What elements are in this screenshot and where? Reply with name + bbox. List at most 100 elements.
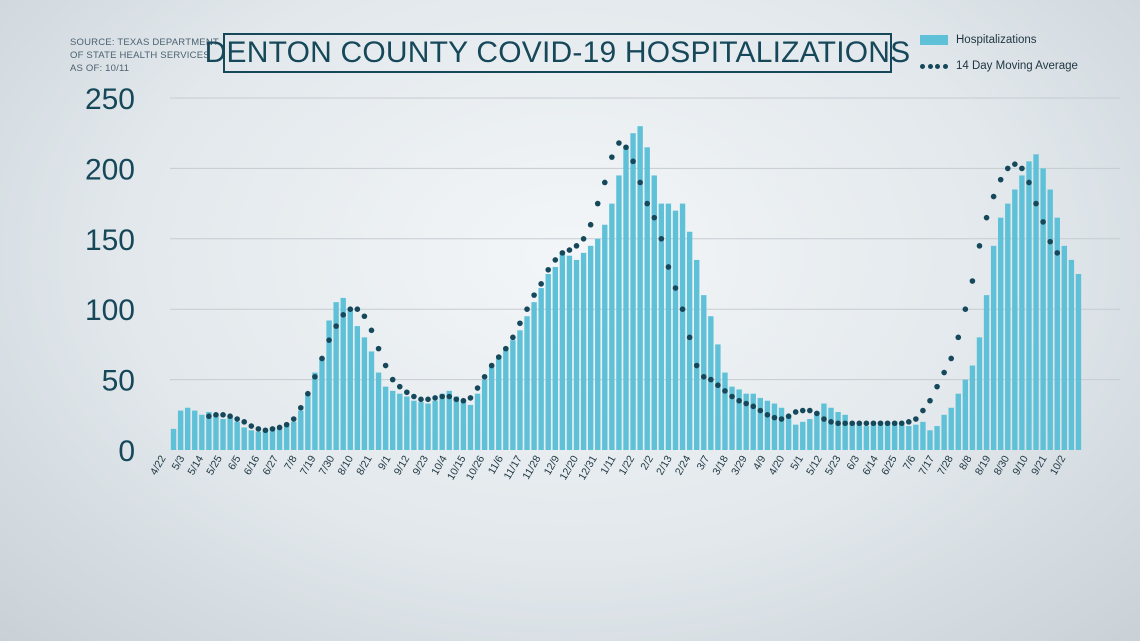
x-tick-label: 6/14 <box>860 453 881 477</box>
moving-average-point <box>418 396 424 403</box>
bar <box>177 410 184 450</box>
moving-average-series <box>206 140 1061 434</box>
bar <box>1012 189 1018 450</box>
bar <box>566 255 573 450</box>
bar <box>792 424 799 450</box>
x-tick-label: 6/3 <box>845 453 863 472</box>
moving-average-point <box>969 278 976 284</box>
bar <box>658 203 665 450</box>
moving-average-point <box>948 355 955 362</box>
bar <box>276 428 283 450</box>
legend-item-hospitalizations: Hospitalizations <box>920 33 1078 47</box>
moving-average-point <box>474 385 481 391</box>
bar <box>503 347 509 450</box>
x-tick-label: 8/8 <box>957 453 975 472</box>
source-line-1: SOURCE: TEXAS DEPARTMENT <box>70 37 219 48</box>
bar <box>686 231 693 450</box>
moving-average-point <box>594 200 601 207</box>
moving-average-point <box>743 400 749 407</box>
bar <box>616 175 622 450</box>
moving-average-point <box>262 427 269 434</box>
x-tick-label: 9/12 <box>392 453 413 477</box>
x-tick-label: 11/17 <box>502 453 525 481</box>
bar <box>828 407 834 450</box>
bar <box>404 396 410 450</box>
x-tick-label: 6/5 <box>226 453 244 472</box>
bar <box>510 340 516 450</box>
bar <box>453 396 460 450</box>
moving-average-point <box>1004 165 1011 172</box>
bar <box>920 421 926 450</box>
moving-average-point <box>708 376 714 383</box>
bar <box>998 217 1004 450</box>
moving-average-point <box>580 236 587 242</box>
bar <box>552 266 558 450</box>
x-tick-label: 9/10 <box>1010 453 1031 477</box>
bar <box>255 431 262 450</box>
x-tick-label: 7/8 <box>282 453 300 472</box>
moving-average-point <box>396 383 403 390</box>
x-tick-label: 11/28 <box>520 453 543 481</box>
bar <box>531 302 537 450</box>
moving-average-point <box>312 373 318 380</box>
moving-average-point <box>432 395 438 401</box>
bar <box>361 337 368 450</box>
bar <box>425 403 431 450</box>
x-tick-label: 4/20 <box>767 453 788 477</box>
moving-average-point <box>255 426 262 432</box>
y-tick-label: 150 <box>85 224 135 257</box>
bar <box>715 344 721 450</box>
moving-average-point <box>446 393 453 400</box>
moving-average-point <box>488 362 495 369</box>
bar <box>884 421 891 450</box>
legend-label-moving-average: 14 Day Moving Average <box>956 60 1078 72</box>
moving-average-point <box>757 407 764 414</box>
bar <box>602 224 608 450</box>
moving-average-point <box>778 416 785 422</box>
bar <box>213 414 219 450</box>
bar <box>672 210 679 450</box>
bar <box>305 393 311 450</box>
moving-average-point <box>559 250 566 256</box>
bar <box>460 400 467 450</box>
moving-average-point <box>828 419 834 425</box>
x-tick-label: 7/28 <box>935 453 956 477</box>
moving-average-point <box>276 424 283 431</box>
bar <box>976 337 983 450</box>
x-tick-label: 7/19 <box>298 453 319 477</box>
bar <box>192 410 198 450</box>
bar <box>630 133 636 450</box>
bar <box>856 424 862 450</box>
x-tick-label: 5/25 <box>204 453 225 477</box>
bar <box>446 390 452 450</box>
moving-average-point <box>531 292 537 298</box>
bar <box>644 147 650 450</box>
moving-average-point <box>248 423 255 429</box>
moving-average-point <box>983 214 990 221</box>
bar <box>340 297 346 450</box>
moving-average-point <box>792 409 799 415</box>
bar <box>326 320 332 450</box>
x-tick-label: 5/1 <box>788 453 806 472</box>
bar <box>488 365 495 450</box>
bar <box>333 302 339 450</box>
bar <box>757 397 764 450</box>
moving-average-point <box>319 355 325 362</box>
x-tick-label: 8/19 <box>973 453 994 477</box>
bar <box>983 295 990 450</box>
moving-average-point <box>835 420 841 427</box>
moving-average-point <box>439 393 445 400</box>
y-tick-label: 50 <box>102 365 135 398</box>
moving-average-point <box>750 403 757 410</box>
moving-average-point <box>566 247 573 253</box>
moving-average-point <box>736 397 742 404</box>
x-tick-label: 3/18 <box>710 453 731 477</box>
bar <box>580 252 587 450</box>
x-tick-label: 1/11 <box>598 453 618 476</box>
bar <box>481 379 488 450</box>
y-tick-label: 200 <box>85 153 135 186</box>
moving-average-point <box>453 396 460 403</box>
moving-average-point <box>877 420 884 427</box>
bar-series <box>170 126 1082 451</box>
bar <box>375 372 382 450</box>
